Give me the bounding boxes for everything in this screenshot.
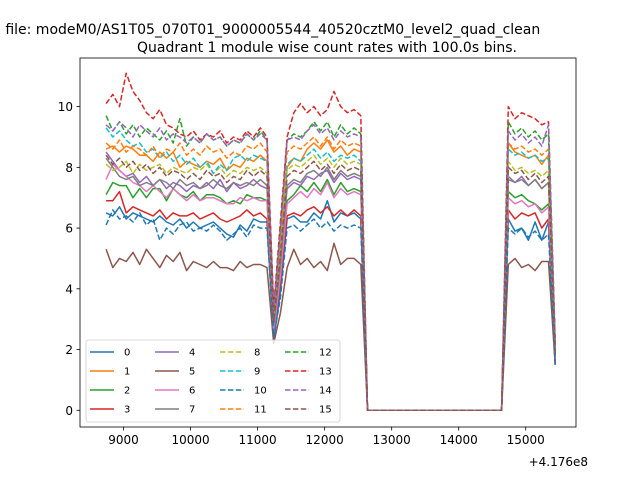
x-tick-label-11000: 11000 bbox=[239, 433, 277, 447]
chart-title: Quadrant 1 module wise count rates with … bbox=[137, 40, 517, 56]
series-line-10 bbox=[105, 209, 556, 412]
legend-label-9: 9 bbox=[254, 367, 260, 378]
legend-label-0: 0 bbox=[124, 348, 130, 359]
legend-label-1: 1 bbox=[124, 367, 130, 378]
y-tick-label-0: 0 bbox=[65, 404, 73, 418]
legend-label-2: 2 bbox=[124, 386, 130, 397]
y-tick-label-4: 4 bbox=[65, 282, 73, 296]
x-tick-label-15000: 15000 bbox=[507, 433, 545, 447]
legend-label-10: 10 bbox=[254, 386, 267, 397]
series-line-8 bbox=[105, 154, 556, 412]
plot-area bbox=[105, 72, 556, 412]
y-tick-label-2: 2 bbox=[65, 343, 73, 357]
legend-label-6: 6 bbox=[189, 386, 195, 397]
y-tick-label-8: 8 bbox=[65, 161, 73, 175]
series-lines bbox=[105, 72, 556, 412]
legend-label-4: 4 bbox=[189, 348, 195, 359]
x-tick-label-9000: 9000 bbox=[108, 433, 139, 447]
legend-label-5: 5 bbox=[189, 367, 195, 378]
legend-label-13: 13 bbox=[319, 367, 332, 378]
legend-label-3: 3 bbox=[124, 405, 130, 416]
axes: 9000 10000 11000 12000 13000 14000 15000 0 2 4 6 8 1… bbox=[58, 57, 577, 447]
x-axis-offset-text: +4.176e8 bbox=[529, 455, 588, 469]
x-tick-label-12000: 12000 bbox=[306, 433, 344, 447]
legend-label-15: 15 bbox=[319, 405, 332, 416]
axes-frame bbox=[79, 57, 577, 428]
legend-label-12: 12 bbox=[319, 348, 332, 359]
x-tick-label-10000: 10000 bbox=[172, 433, 210, 447]
legend-label-11: 11 bbox=[254, 405, 267, 416]
x-tick-label-13000: 13000 bbox=[373, 433, 411, 447]
legend-label-7: 7 bbox=[189, 405, 195, 416]
y-tick-label-6: 6 bbox=[65, 222, 73, 236]
x-tick-label-14000: 14000 bbox=[440, 433, 478, 447]
series-line-15 bbox=[105, 154, 556, 412]
legend-label-14: 14 bbox=[319, 386, 332, 397]
legend-box bbox=[85, 339, 341, 423]
figure-suptitle: n file: modeM0/AS1T05_070T01_9000005544_… bbox=[0, 22, 540, 38]
y-tick-label-10: 10 bbox=[58, 100, 73, 114]
legend-label-8: 8 bbox=[254, 348, 260, 359]
